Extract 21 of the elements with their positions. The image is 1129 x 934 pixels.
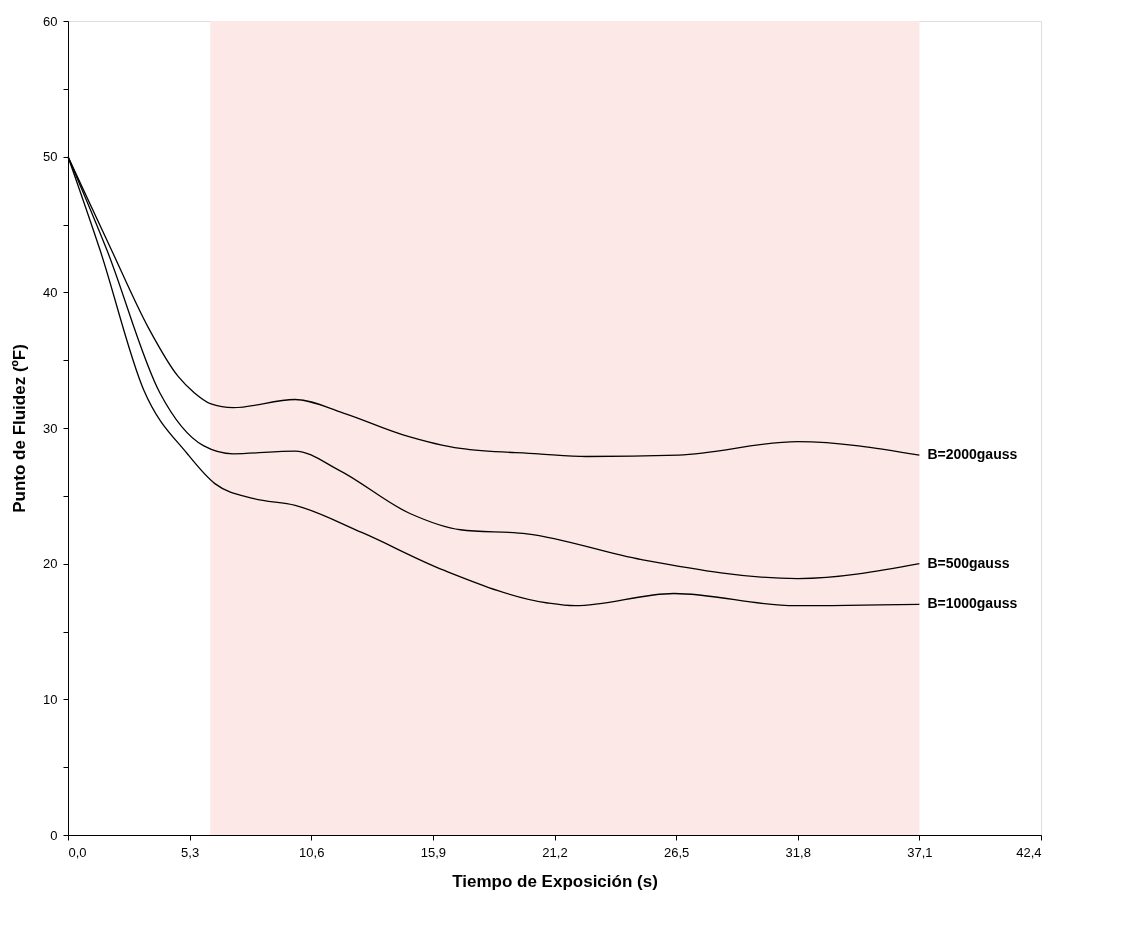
x-tick-label: 5,3 bbox=[181, 844, 200, 860]
x-tick-label: 26,5 bbox=[663, 844, 690, 860]
y-tick-label: 0 bbox=[50, 827, 58, 843]
y-tick-label: 60 bbox=[43, 13, 58, 29]
x-tick-label: 31,8 bbox=[785, 844, 811, 860]
y-tick-label: 10 bbox=[43, 691, 58, 707]
series-label: B=1000gauss bbox=[927, 595, 1018, 612]
y-tick-label: 40 bbox=[43, 284, 58, 300]
series-label: B=500gauss bbox=[927, 554, 1010, 571]
y-tick-label: 50 bbox=[43, 149, 58, 165]
x-tick-label: 10,6 bbox=[299, 844, 325, 860]
x-tick-label: 21,2 bbox=[542, 844, 568, 860]
y-tick-label: 30 bbox=[43, 420, 58, 436]
y-axis-title: Punto de Fluidez (ºF) bbox=[10, 344, 30, 513]
x-tick-label: 15,9 bbox=[420, 844, 447, 860]
x-tick-label: 0,0 bbox=[68, 844, 87, 860]
x-tick-label: 37,1 bbox=[907, 844, 933, 860]
series-label: B=2000gauss bbox=[927, 446, 1018, 463]
y-tick-label: 20 bbox=[43, 556, 58, 572]
x-axis-title: Tiempo de Exposición (s) bbox=[452, 871, 658, 891]
x-tick-label: 42,4 bbox=[1016, 844, 1042, 860]
